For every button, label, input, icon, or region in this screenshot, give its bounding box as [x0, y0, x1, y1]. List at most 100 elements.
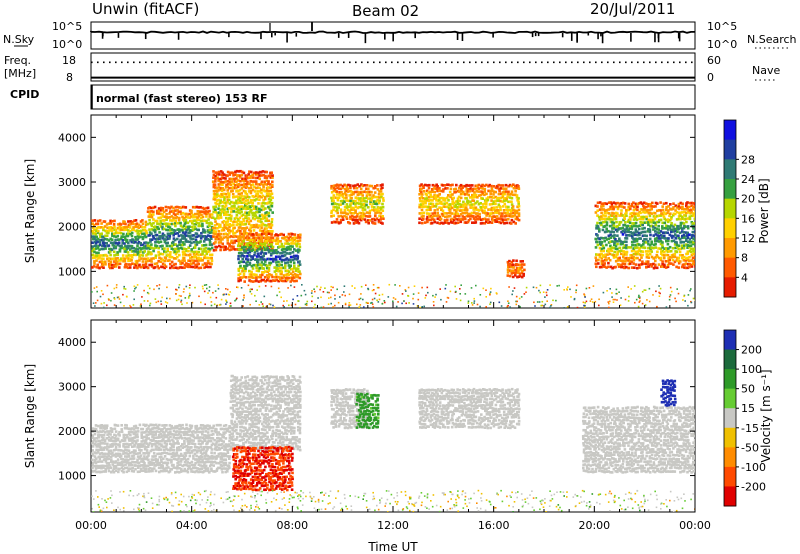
power-cell: [252, 263, 255, 267]
power-cell: [188, 229, 192, 232]
velocity-cell: [105, 455, 109, 459]
power-cell: [235, 169, 239, 173]
power-cell: [598, 298, 600, 301]
power-cell: [131, 220, 134, 224]
power-cell: [514, 189, 517, 193]
power-cell: [285, 246, 289, 249]
power-cell: [242, 260, 246, 264]
colorbar-segment: [724, 238, 736, 259]
power-cell: [661, 221, 664, 225]
power-cell: [453, 188, 456, 191]
power-cell: [237, 254, 240, 258]
velocity-cell: [124, 423, 127, 427]
power-cell: [680, 236, 684, 240]
velocity-cell: [91, 445, 95, 448]
power-cell: [148, 287, 151, 290]
power-cell: [262, 229, 266, 233]
power-cell: [243, 280, 246, 283]
power-cell: [440, 298, 442, 301]
power-cell: [338, 191, 341, 194]
power-cell: [438, 206, 441, 209]
power-cell: [275, 233, 278, 236]
power-cell: [208, 228, 212, 232]
power-cell: [461, 205, 465, 208]
power-cell: [239, 255, 242, 258]
power-cell: [670, 222, 673, 225]
power-cell: [348, 293, 351, 296]
power-cell: [247, 248, 251, 252]
power-cell: [91, 219, 94, 222]
power-cell: [127, 263, 131, 266]
power-cell: [454, 190, 458, 194]
power-cell: [146, 291, 149, 294]
power-cell: [237, 211, 241, 214]
velocity-cell: [91, 427, 94, 430]
power-cell: [178, 253, 181, 257]
power-cell: [183, 234, 186, 238]
power-cell: [654, 259, 657, 263]
power-cell: [159, 260, 163, 263]
power-cell: [647, 228, 650, 231]
power-cell: [276, 250, 280, 254]
power-cell: [248, 263, 252, 266]
power-cell: [246, 242, 249, 245]
power-cell: [497, 199, 500, 203]
power-cell: [611, 292, 613, 294]
power-cell: [634, 253, 638, 256]
power-cell: [226, 236, 229, 240]
power-cell: [666, 265, 670, 269]
power-cell: [185, 225, 188, 229]
power-cell: [620, 252, 623, 256]
power-cell: [627, 266, 630, 270]
power-cell: [669, 228, 673, 231]
power-cell: [442, 188, 445, 191]
power-cell: [269, 249, 273, 252]
power-cell: [505, 205, 508, 209]
power-cell: [262, 278, 266, 282]
power-cell: [403, 300, 405, 302]
power-cell: [112, 223, 116, 226]
power-cell: [657, 214, 661, 217]
power-cell: [609, 205, 612, 209]
power-cell: [636, 212, 639, 215]
power-cell: [296, 275, 300, 279]
power-cell: [479, 193, 483, 197]
power-cell: [235, 235, 238, 238]
power-cell: [146, 244, 149, 247]
power-cell: [352, 202, 356, 205]
power-cell: [686, 208, 689, 211]
power-cell: [239, 248, 242, 252]
power-cell: [270, 241, 274, 244]
power-cell: [506, 192, 510, 196]
power-cell: [136, 266, 139, 270]
power-cell: [228, 244, 231, 248]
power-cell: [202, 219, 206, 222]
power-cell: [161, 296, 163, 299]
power-cell: [481, 187, 484, 190]
power-cell: [275, 278, 278, 282]
power-cell: [162, 219, 166, 222]
power-cell: [287, 242, 290, 246]
power-cell: [217, 189, 220, 192]
velocity-cell: [98, 445, 102, 449]
power-cell: [498, 220, 501, 224]
power-cell: [263, 213, 267, 217]
power-cell: [135, 286, 137, 289]
power-cell: [192, 261, 195, 265]
power-cell: [672, 230, 675, 233]
power-cell: [220, 229, 224, 232]
power-cell: [652, 257, 655, 260]
power-cell: [164, 241, 168, 245]
velocity-cell: [124, 448, 127, 452]
velocity-cell: [123, 466, 127, 470]
power-cell: [488, 183, 491, 187]
velocity-cell: [96, 460, 100, 463]
power-cell: [454, 214, 458, 217]
power-cell: [417, 292, 420, 294]
power-cell: [511, 193, 515, 197]
power-cell: [381, 215, 384, 218]
power-cell: [294, 275, 298, 279]
power-cell: [607, 237, 611, 240]
power-cell: [439, 288, 441, 290]
velocity-cell: [127, 455, 131, 458]
